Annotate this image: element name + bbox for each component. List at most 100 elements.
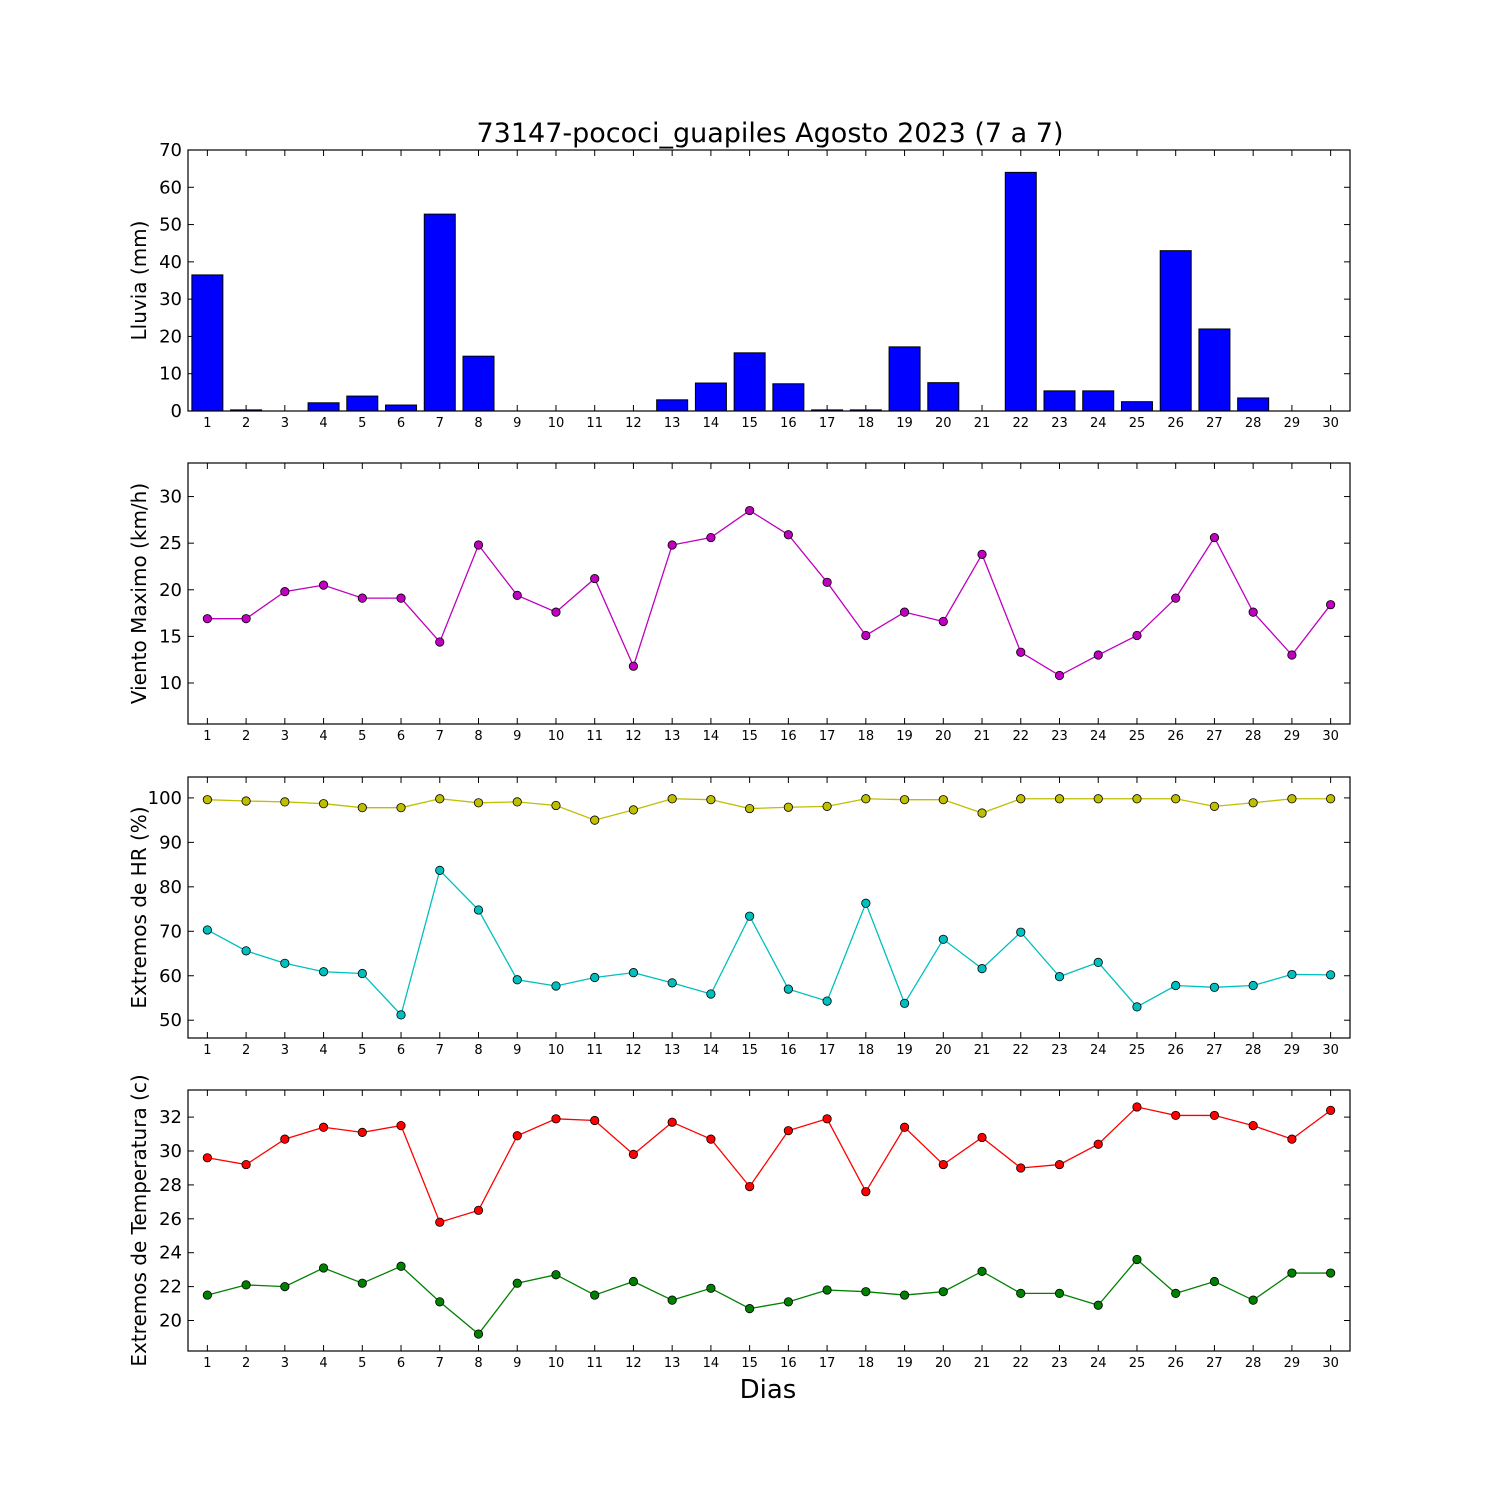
x-tick-label: 25 xyxy=(1129,1043,1146,1058)
x-tick-label: 19 xyxy=(896,729,913,744)
data-point xyxy=(396,593,406,603)
data-point xyxy=(512,1278,522,1288)
data-point xyxy=(1093,957,1103,968)
x-tick-label: 21 xyxy=(974,416,991,431)
data-point xyxy=(202,1290,212,1300)
data-point xyxy=(280,587,290,597)
bar xyxy=(307,402,340,412)
data-point xyxy=(1016,794,1026,804)
y-tick-label: 20 xyxy=(159,1310,182,1331)
data-point xyxy=(822,1285,832,1295)
data-point xyxy=(318,580,329,590)
data-point xyxy=(1209,982,1220,992)
data-point xyxy=(318,1122,329,1132)
data-point xyxy=(977,549,987,559)
chart-title: 73147-pococi_guapiles Agosto 2023 (7 a 7… xyxy=(476,118,1063,149)
data-point xyxy=(590,573,600,584)
data-point xyxy=(667,1117,677,1127)
y-tick-label: 28 xyxy=(159,1175,182,1196)
data-point xyxy=(318,967,329,977)
bar xyxy=(656,399,689,412)
data-point xyxy=(473,905,484,915)
x-tick-label: 16 xyxy=(780,1356,797,1371)
data-point xyxy=(899,998,910,1008)
data-point xyxy=(822,577,832,587)
bar xyxy=(1159,250,1192,412)
y-tick-label: 30 xyxy=(159,289,182,310)
data-point xyxy=(396,803,406,813)
x-tick-label: 18 xyxy=(858,416,875,431)
x-tick-label: 3 xyxy=(281,1356,289,1371)
x-tick-label: 12 xyxy=(625,1043,642,1058)
x-tick-label: 17 xyxy=(819,416,836,431)
data-point xyxy=(280,958,290,968)
x-tick-label: 4 xyxy=(319,729,327,744)
data-point xyxy=(899,1122,910,1132)
x-tick-label: 10 xyxy=(548,729,565,744)
data-point xyxy=(899,795,910,805)
data-point xyxy=(1209,532,1220,543)
data-point xyxy=(783,984,793,994)
x-tick-label: 16 xyxy=(780,729,797,744)
x-tick-label: 15 xyxy=(741,1356,758,1371)
x-tick-label: 8 xyxy=(474,416,482,431)
data-point xyxy=(783,1297,793,1307)
bar xyxy=(1043,390,1076,412)
y-axis-label: Lluvia (mm) xyxy=(127,221,151,341)
x-tick-label: 29 xyxy=(1284,729,1301,744)
data-point xyxy=(899,607,910,617)
x-tick-label: 21 xyxy=(974,1356,991,1371)
data-point xyxy=(551,607,561,617)
y-tick-label: 70 xyxy=(159,921,182,942)
x-tick-label: 13 xyxy=(664,729,681,744)
data-point xyxy=(861,1287,871,1297)
data-point xyxy=(241,1280,251,1290)
x-tick-label: 30 xyxy=(1322,416,1339,431)
y-tick-label: 10 xyxy=(159,673,182,694)
bar xyxy=(1237,397,1270,412)
y-tick-label: 60 xyxy=(159,177,182,198)
x-tick-label: 26 xyxy=(1167,729,1184,744)
x-tick-label: 9 xyxy=(513,1356,521,1371)
data-point xyxy=(938,1159,948,1170)
data-point xyxy=(473,1205,484,1215)
data-point xyxy=(473,540,484,550)
y-tick-label: 90 xyxy=(159,832,182,853)
x-tick-label: 16 xyxy=(780,416,797,431)
data-point xyxy=(1171,1288,1181,1298)
series-line-2 xyxy=(207,869,1331,1017)
x-tick-label: 29 xyxy=(1284,416,1301,431)
x-tick-label: 9 xyxy=(513,729,521,744)
data-point xyxy=(667,1295,677,1305)
data-point xyxy=(1132,630,1142,641)
x-tick-label: 28 xyxy=(1245,1356,1262,1371)
x-tick-label: 17 xyxy=(819,729,836,744)
y-tick-label: 40 xyxy=(159,252,182,273)
x-tick-label: 23 xyxy=(1051,416,1068,431)
data-point xyxy=(745,505,755,516)
data-point xyxy=(202,614,212,624)
data-point xyxy=(938,616,948,627)
x-tick-label: 26 xyxy=(1167,416,1184,431)
data-point xyxy=(551,981,561,991)
data-point xyxy=(1054,972,1065,982)
x-tick-label: 7 xyxy=(436,1356,444,1371)
data-point xyxy=(512,975,522,985)
x-tick-label: 7 xyxy=(436,1043,444,1058)
data-point xyxy=(1054,794,1065,804)
data-point xyxy=(435,1217,445,1227)
data-point xyxy=(1093,1300,1103,1310)
data-point xyxy=(202,1153,212,1163)
y-tick-label: 60 xyxy=(159,966,182,987)
y-tick-label: 80 xyxy=(159,877,182,898)
y-tick-label: 30 xyxy=(159,487,182,508)
data-point xyxy=(822,801,832,811)
x-tick-label: 7 xyxy=(436,416,444,431)
data-point xyxy=(590,1115,600,1126)
plot-frame xyxy=(187,776,1351,1039)
data-point xyxy=(1016,647,1026,657)
x-tick-label: 5 xyxy=(358,1356,366,1371)
data-point xyxy=(1171,593,1181,603)
